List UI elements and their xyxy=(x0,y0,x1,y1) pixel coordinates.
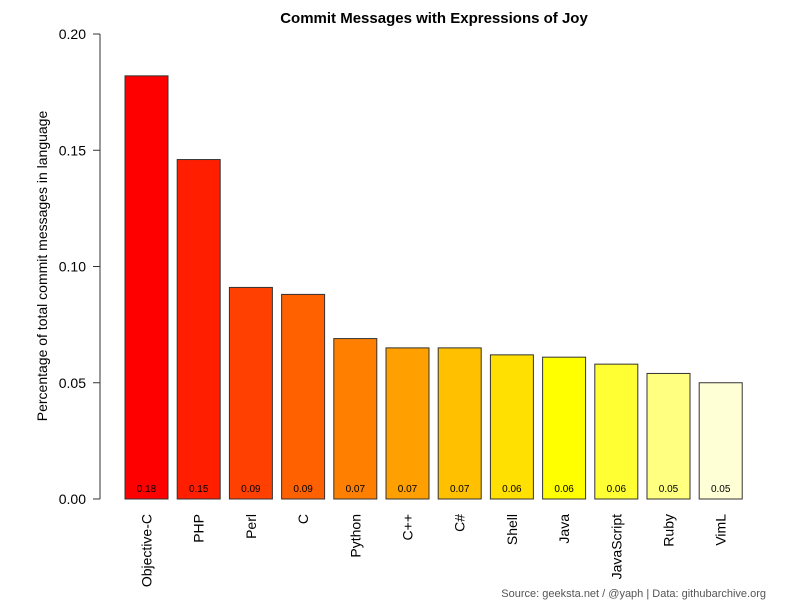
bar-value-label: 0.09 xyxy=(241,484,261,495)
bar-shell xyxy=(489,354,534,500)
category-label: Objective-C xyxy=(139,514,155,587)
category-label: C++ xyxy=(400,514,416,540)
y-tick-label: 0.05 xyxy=(59,375,86,391)
category-label: C xyxy=(295,514,311,524)
bars-group xyxy=(124,75,743,500)
category-label: Perl xyxy=(243,514,259,539)
bar-value-label: 0.06 xyxy=(502,484,522,495)
bar-value-label: 0.15 xyxy=(189,484,209,495)
source-note: Source: geeksta.net / @yaph | Data: gith… xyxy=(501,588,766,600)
bar-value-label: 0.05 xyxy=(711,484,731,495)
y-tick-label: 0.00 xyxy=(59,491,86,507)
x-axis-labels: Objective-C PHP Perl C Python C++ C# Shell Java J… xyxy=(139,514,729,587)
bar-value-label: 0.07 xyxy=(450,484,470,495)
y-tick-label: 0.15 xyxy=(59,142,86,158)
bar-value-label: 0.07 xyxy=(398,484,418,495)
bar-value-label: 0.09 xyxy=(293,484,313,495)
data-labels-group: 0.18 0.15 0.09 0.09 0.07 0.07 0.07 0.06 0.06 0.06… xyxy=(137,484,731,495)
y-tick-label: 0.10 xyxy=(59,259,86,275)
category-label: Java xyxy=(556,514,572,544)
bar-perl xyxy=(228,286,273,500)
bar-value-label: 0.18 xyxy=(137,484,157,495)
category-label: Python xyxy=(347,514,363,558)
category-label: C# xyxy=(452,514,468,532)
bar-java xyxy=(542,356,587,500)
category-label: JavaScript xyxy=(608,514,624,579)
bar-c- xyxy=(385,347,430,500)
category-label: PHP xyxy=(191,514,207,543)
bar-value-label: 0.06 xyxy=(607,484,627,495)
bar-value-label: 0.07 xyxy=(346,484,366,495)
y-axis: 0.00 0.05 0.10 0.15 0.20 xyxy=(59,26,101,507)
bar-javascript xyxy=(594,363,639,500)
chart-title: Commit Messages with Expressions of Joy xyxy=(280,10,588,27)
bar-python xyxy=(333,338,378,500)
bar-viml xyxy=(698,382,743,500)
bar-value-label: 0.06 xyxy=(554,484,574,495)
bar-c- xyxy=(437,347,482,500)
y-axis-label: Percentage of total commit messages in l… xyxy=(34,111,50,422)
y-tick-label: 0.20 xyxy=(59,26,86,42)
category-label: Shell xyxy=(504,514,520,545)
bar-objective-c xyxy=(124,75,169,500)
bar-ruby xyxy=(646,372,691,500)
category-label: Ruby xyxy=(661,514,677,547)
bar-c xyxy=(281,293,326,500)
category-label: VimL xyxy=(713,514,729,546)
bar-value-label: 0.05 xyxy=(659,484,679,495)
bar-php xyxy=(176,159,221,500)
